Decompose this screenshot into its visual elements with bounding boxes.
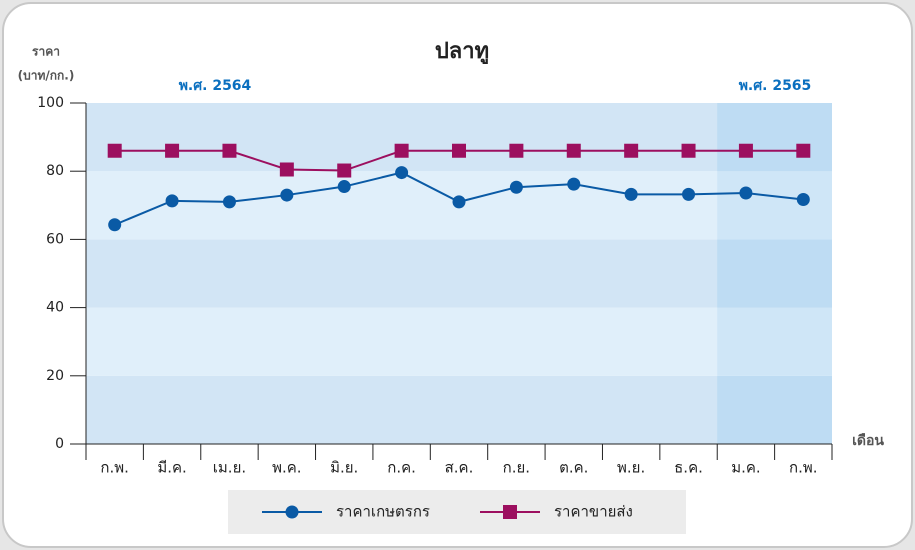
marker (509, 180, 523, 194)
band (86, 103, 832, 172)
x-tick-label: มิ.ย. (330, 459, 358, 477)
x-tick-label: พ.ย. (617, 459, 645, 477)
marker (108, 218, 122, 232)
marker (566, 143, 581, 158)
marker (280, 188, 294, 202)
marker (222, 143, 237, 158)
y-tick-label: 40 (46, 300, 64, 316)
band (86, 239, 832, 308)
y-axis-label: (บาท/กก.) (18, 69, 75, 83)
band-highlight (717, 375, 832, 444)
x-tick-label: ม.ค. (731, 459, 760, 477)
plot-area (86, 103, 832, 444)
marker (681, 143, 696, 158)
legend-label: ราคาขายส่ง (554, 503, 633, 521)
marker (452, 143, 466, 158)
marker (165, 143, 180, 158)
legend-label: ราคาเกษตรกร (336, 503, 430, 521)
marker (285, 505, 299, 519)
y-tick-label: 100 (37, 95, 64, 111)
marker (165, 194, 179, 208)
marker (279, 162, 294, 177)
x-tick-label: พ.ค. (272, 459, 301, 477)
band-highlight (717, 103, 832, 172)
x-tick-label: ก.พ. (789, 459, 818, 477)
y-tick-label: 0 (55, 436, 64, 452)
y-axis-label: ราคา (32, 45, 60, 59)
band-highlight (717, 239, 832, 308)
marker (739, 186, 753, 200)
band-highlight (717, 171, 832, 240)
marker (796, 143, 811, 158)
y-tick-label: 20 (46, 368, 64, 384)
annotation: พ.ศ. 2564 (179, 78, 252, 94)
marker (567, 177, 581, 191)
x-tick-label: เม.ย. (213, 459, 246, 477)
band (86, 375, 832, 444)
marker (509, 143, 524, 158)
x-tick-label: มี.ค. (157, 459, 186, 477)
y-tick-label: 60 (46, 231, 64, 247)
x-tick-label: ก.พ. (100, 459, 129, 477)
x-axis-label: เดือน (852, 433, 884, 449)
x-tick-label: ธ.ค. (674, 459, 703, 477)
marker (796, 193, 810, 207)
x-tick-label: ก.ค. (387, 459, 416, 477)
band (86, 307, 832, 376)
marker (107, 143, 122, 158)
marker (222, 195, 236, 209)
marker (395, 166, 409, 180)
marker (337, 180, 351, 194)
marker (337, 163, 352, 178)
marker (503, 505, 517, 519)
annotation: พ.ศ. 2565 (739, 78, 812, 94)
x-tick-label: ก.ย. (503, 459, 530, 477)
chart-title: ปลาทู (435, 39, 489, 65)
marker (452, 195, 466, 209)
marker (624, 187, 638, 201)
marker (624, 143, 639, 158)
x-tick-label: ต.ค. (559, 459, 588, 477)
x-tick-label: ส.ค. (445, 459, 474, 477)
band-highlight (717, 307, 832, 376)
marker (738, 143, 753, 158)
marker (394, 143, 409, 158)
marker (682, 187, 696, 201)
y-tick-label: 80 (46, 163, 64, 179)
